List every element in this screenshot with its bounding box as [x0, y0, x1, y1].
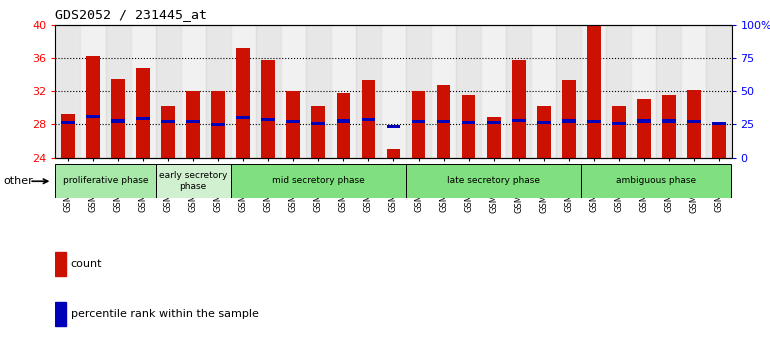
Bar: [55, 252, 66, 276]
Text: other: other: [3, 176, 33, 186]
Bar: [286, 120, 300, 124]
Bar: [356, 25, 381, 158]
Text: mid secretory phase: mid secretory phase: [272, 176, 365, 185]
Bar: [387, 149, 400, 158]
Bar: [481, 25, 506, 158]
Bar: [512, 119, 526, 122]
Bar: [637, 119, 651, 122]
Bar: [206, 25, 231, 158]
Bar: [406, 25, 431, 158]
Bar: [712, 123, 726, 158]
Bar: [312, 122, 325, 125]
Bar: [412, 91, 425, 158]
Bar: [506, 25, 531, 158]
Bar: [231, 25, 256, 158]
Text: early secretory
phase: early secretory phase: [159, 171, 227, 190]
Bar: [111, 79, 125, 158]
Bar: [531, 25, 556, 158]
Bar: [512, 59, 526, 158]
Bar: [631, 25, 656, 158]
Bar: [81, 25, 105, 158]
FancyBboxPatch shape: [156, 164, 231, 198]
Bar: [612, 106, 626, 158]
Bar: [437, 85, 450, 158]
Bar: [111, 119, 125, 122]
Text: late secretory phase: late secretory phase: [447, 176, 540, 185]
Bar: [286, 91, 300, 158]
Bar: [312, 106, 325, 158]
Bar: [136, 117, 150, 120]
Bar: [662, 95, 676, 158]
Bar: [156, 25, 181, 158]
FancyBboxPatch shape: [406, 164, 581, 198]
FancyBboxPatch shape: [55, 164, 156, 198]
Bar: [412, 120, 425, 124]
Bar: [437, 120, 450, 124]
Text: percentile rank within the sample: percentile rank within the sample: [71, 309, 259, 319]
Bar: [86, 56, 100, 158]
Bar: [606, 25, 631, 158]
FancyBboxPatch shape: [231, 164, 406, 198]
Bar: [706, 25, 732, 158]
Bar: [612, 122, 626, 125]
Bar: [161, 120, 175, 124]
Bar: [281, 25, 306, 158]
Bar: [211, 123, 225, 126]
Bar: [687, 120, 701, 124]
Bar: [362, 80, 375, 158]
Bar: [462, 121, 475, 124]
Bar: [581, 25, 606, 158]
Bar: [556, 25, 581, 158]
Bar: [637, 99, 651, 158]
Bar: [562, 119, 576, 122]
Bar: [261, 61, 275, 158]
Bar: [236, 116, 250, 119]
Text: count: count: [71, 259, 102, 269]
Bar: [336, 119, 350, 122]
Bar: [587, 120, 601, 124]
Bar: [181, 25, 206, 158]
Text: proliferative phase: proliferative phase: [63, 176, 149, 185]
Bar: [336, 93, 350, 158]
Bar: [656, 25, 681, 158]
Bar: [331, 25, 356, 158]
Bar: [712, 122, 726, 125]
Bar: [55, 25, 81, 158]
Bar: [161, 106, 175, 158]
Bar: [487, 117, 500, 158]
Bar: [562, 80, 576, 158]
Bar: [186, 91, 200, 158]
FancyBboxPatch shape: [581, 164, 732, 198]
Bar: [136, 68, 150, 158]
Bar: [55, 302, 66, 326]
Text: GDS2052 / 231445_at: GDS2052 / 231445_at: [55, 8, 207, 21]
Bar: [61, 121, 75, 124]
Bar: [487, 121, 500, 124]
Bar: [462, 95, 475, 158]
Bar: [381, 25, 406, 158]
Bar: [681, 25, 706, 158]
Bar: [186, 120, 200, 124]
Bar: [261, 118, 275, 121]
Bar: [105, 25, 131, 158]
Bar: [61, 114, 75, 158]
Bar: [211, 91, 225, 158]
Bar: [587, 25, 601, 158]
Bar: [131, 25, 156, 158]
Bar: [431, 25, 456, 158]
Bar: [537, 106, 551, 158]
Bar: [456, 25, 481, 158]
Bar: [662, 119, 676, 122]
Text: ambiguous phase: ambiguous phase: [616, 176, 696, 185]
Bar: [256, 25, 281, 158]
Bar: [306, 25, 331, 158]
Bar: [362, 118, 375, 121]
Bar: [537, 121, 551, 124]
Bar: [236, 48, 250, 158]
Bar: [387, 125, 400, 129]
Bar: [687, 90, 701, 158]
Bar: [86, 115, 100, 119]
